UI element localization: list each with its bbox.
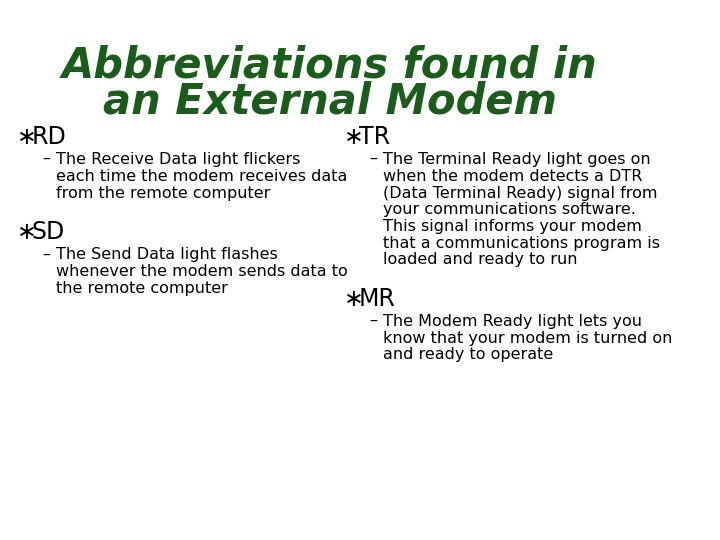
Text: an External Modem: an External Modem <box>103 80 557 122</box>
Text: (Data Terminal Ready) signal from: (Data Terminal Ready) signal from <box>383 186 657 200</box>
Text: ∗: ∗ <box>344 287 364 311</box>
Text: This signal informs your modem: This signal informs your modem <box>383 219 642 234</box>
Text: ∗: ∗ <box>17 220 37 244</box>
Text: that a communications program is: that a communications program is <box>383 235 660 251</box>
Text: –: – <box>42 246 50 261</box>
Text: –: – <box>369 313 377 328</box>
Text: The Terminal Ready light goes on: The Terminal Ready light goes on <box>383 152 651 167</box>
Text: –: – <box>42 151 50 166</box>
Text: and ready to operate: and ready to operate <box>383 347 553 362</box>
Text: from the remote computer: from the remote computer <box>55 186 270 200</box>
Text: loaded and ready to run: loaded and ready to run <box>383 252 577 267</box>
Text: ∗: ∗ <box>17 125 37 149</box>
Text: the remote computer: the remote computer <box>55 281 228 296</box>
Text: MR: MR <box>359 287 396 311</box>
Text: your communications software.: your communications software. <box>383 202 636 217</box>
Text: The Modem Ready light lets you: The Modem Ready light lets you <box>383 314 642 329</box>
Text: RD: RD <box>32 125 66 149</box>
Text: ∗: ∗ <box>344 125 364 149</box>
Text: SD: SD <box>32 220 65 244</box>
Text: each time the modem receives data: each time the modem receives data <box>55 169 347 184</box>
Text: know that your modem is turned on: know that your modem is turned on <box>383 331 672 346</box>
Text: –: – <box>369 151 377 166</box>
Text: The Send Data light flashes: The Send Data light flashes <box>55 247 277 262</box>
Text: TR: TR <box>359 125 390 149</box>
Text: whenever the modem sends data to: whenever the modem sends data to <box>55 264 348 279</box>
Text: The Receive Data light flickers: The Receive Data light flickers <box>55 152 300 167</box>
Text: Abbreviations found in: Abbreviations found in <box>62 45 598 87</box>
Text: when the modem detects a DTR: when the modem detects a DTR <box>383 169 642 184</box>
